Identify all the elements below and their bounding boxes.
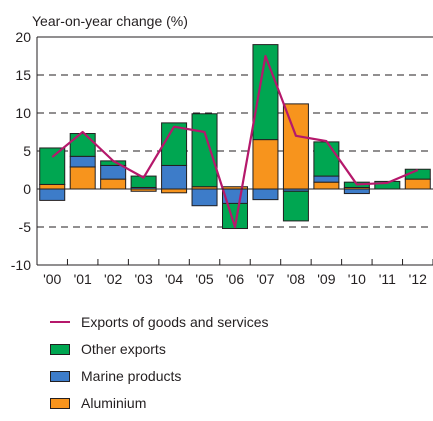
y-tick-label: 10 [15, 105, 31, 121]
x-tick-label: '03 [134, 271, 152, 287]
x-tick-label: '11 [379, 271, 396, 287]
y-axis-ticks: -10 -5 0 5 10 15 20 [11, 29, 31, 273]
legend-label: Marine products [81, 368, 182, 384]
bar-marine-products [191, 188, 218, 207]
bar-other-exports [39, 147, 66, 185]
x-tick-label: '07 [256, 271, 274, 287]
line-series [51, 54, 419, 229]
bar-other-exports [282, 190, 309, 222]
legend-swatch [50, 344, 70, 355]
bar-marine-products [69, 155, 96, 168]
x-tick-label: '09 [317, 271, 335, 287]
bar-other-exports [69, 133, 96, 157]
legend-item-other-exports: Other exports [50, 340, 410, 367]
bar-other-exports [313, 141, 340, 177]
x-tick-label: '01 [74, 271, 92, 287]
legend-item-exports-goods-services: Exports of goods and services [50, 313, 410, 340]
legend-label: Aluminium [81, 395, 147, 411]
bar-aluminium [100, 178, 127, 190]
bar-marine-products [161, 164, 188, 190]
bar-aluminium [282, 103, 309, 190]
y-axis-label: Year-on-year change (%) [32, 13, 188, 29]
bar-marine-products [343, 188, 370, 195]
line-exports-goods-services [51, 54, 419, 229]
bar-marine-products [39, 188, 66, 201]
x-tick-label: '08 [287, 271, 305, 287]
legend-item-aluminium: Aluminium [50, 394, 410, 421]
plot-frame [36, 36, 433, 266]
bar-aluminium [161, 188, 188, 194]
y-tick-label: 0 [23, 181, 31, 197]
legend-swatch [50, 398, 70, 409]
legend-item-marine-products: Marine products [50, 367, 410, 394]
x-tick-label: '06 [226, 271, 244, 287]
legend-swatch [50, 371, 70, 382]
bar-other-exports [191, 113, 218, 188]
x-tick-label: '02 [104, 271, 122, 287]
legend: Exports of goods and services Other expo… [50, 313, 410, 421]
x-tick-label: '04 [165, 271, 183, 287]
bar-marine-products [313, 175, 340, 183]
bar-aluminium [404, 178, 431, 190]
bar-other-exports [161, 122, 188, 166]
bar-aluminium [313, 181, 340, 190]
bar-aluminium [69, 166, 96, 190]
bar-aluminium [252, 139, 279, 190]
y-tick-label: -10 [11, 257, 31, 273]
x-tick-label: '05 [195, 271, 213, 287]
x-tick-label: '12 [409, 271, 427, 287]
legend-label: Other exports [81, 341, 166, 357]
bar-marine-products [100, 164, 127, 180]
x-tick-label: '10 [348, 271, 366, 287]
y-tick-label: 5 [23, 143, 31, 159]
legend-label: Exports of goods and services [81, 314, 269, 330]
y-tick-label: 20 [15, 29, 31, 45]
legend-line-swatch [50, 321, 70, 323]
x-tick-label: '00 [43, 271, 61, 287]
x-axis-ticks: '00 '01 '02 '03 '04 '05 '06 '07 '08 '09 '10 '11 '12 [36, 259, 433, 287]
y-tick-label: 15 [15, 67, 31, 83]
bar-aluminium [39, 183, 66, 190]
bars [39, 44, 431, 230]
stacked-bar-chart: Year-on-year change (%) -10 -5 0 5 10 15 20 '0… [11, 13, 433, 287]
bar-marine-products [252, 188, 279, 201]
y-tick-label: -5 [19, 219, 32, 235]
